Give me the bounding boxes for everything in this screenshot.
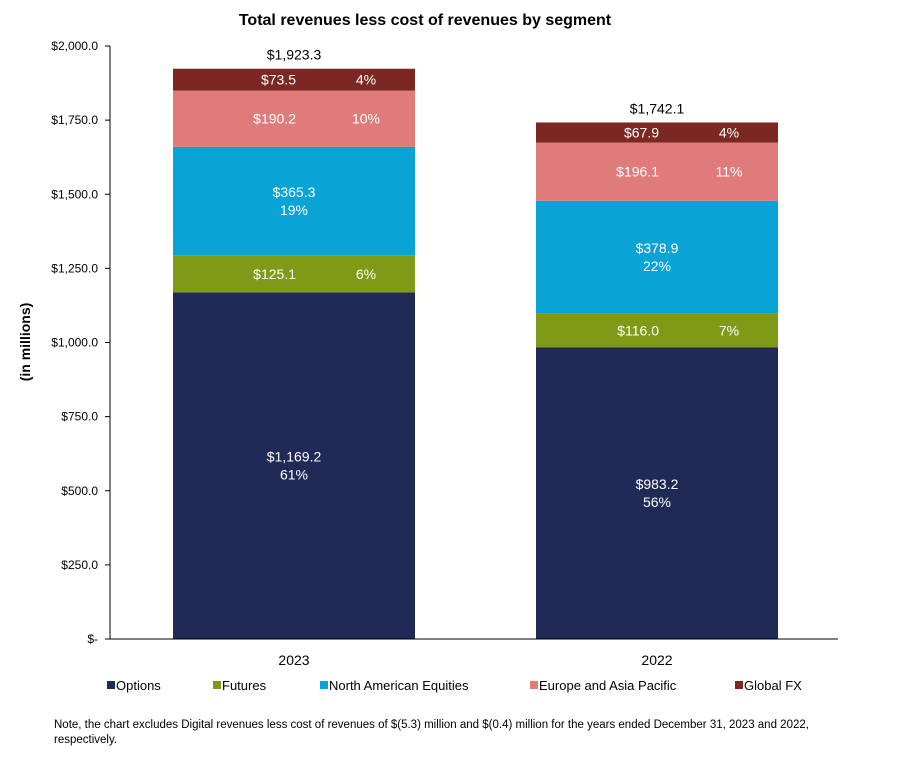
bars: $1,169.2 61% $125.1 6% $365.3 19% $190.2 10% $73… bbox=[173, 47, 778, 639]
chart-title: Total revenues less cost of revenues by … bbox=[239, 12, 612, 29]
bar-segment-options-2023 bbox=[173, 292, 415, 639]
y-tick-label: $1,250.0 bbox=[51, 261, 98, 275]
data-label-percent: 22% bbox=[643, 258, 671, 274]
data-label-percent: 61% bbox=[280, 467, 308, 483]
legend-label-north-american-equities: North American Equities bbox=[329, 678, 469, 693]
axes bbox=[109, 46, 838, 640]
y-tick-label: $1,000.0 bbox=[51, 336, 98, 350]
y-tick-label: $250.0 bbox=[61, 558, 98, 572]
data-label-value: $190.2 bbox=[253, 111, 296, 127]
data-label-value: $1,169.2 bbox=[267, 449, 322, 465]
data-label-percent: 19% bbox=[280, 202, 308, 218]
data-label-percent: 7% bbox=[719, 322, 739, 338]
data-label-value: $365.3 bbox=[273, 184, 316, 200]
legend-label-futures: Futures bbox=[222, 678, 267, 693]
data-label-value: $983.2 bbox=[636, 476, 679, 492]
y-axis: $- $250.0 $500.0 $750.0 $1,000.0 $1,250.0 $1,5… bbox=[51, 39, 110, 646]
legend-label-options: Options bbox=[116, 678, 161, 693]
data-label-value: $125.1 bbox=[253, 266, 296, 282]
bar-segment-north-american-equities-2022 bbox=[536, 200, 778, 314]
y-tick-label: $750.0 bbox=[61, 410, 98, 424]
data-label-percent: 11% bbox=[716, 164, 743, 180]
total-label: $1,923.3 bbox=[267, 47, 322, 63]
legend: Options Futures North American Equities Eur… bbox=[107, 678, 802, 693]
bar-segment-global-fx-2022 bbox=[536, 122, 778, 143]
data-label-percent: 4% bbox=[719, 125, 739, 141]
data-label-percent: 56% bbox=[643, 494, 671, 510]
footnote: Note, the chart excludes Digital revenue… bbox=[54, 719, 809, 746]
y-tick-label: $1,500.0 bbox=[51, 187, 98, 201]
data-label-value: $196.1 bbox=[616, 164, 659, 180]
data-label-percent: 6% bbox=[356, 266, 376, 282]
data-label-percent: 10% bbox=[352, 111, 380, 127]
legend-label-global-fx: Global FX bbox=[744, 678, 802, 693]
stacked-bar-chart: Total revenues less cost of revenues by … bbox=[17, 12, 838, 693]
data-label-value: $67.9 bbox=[624, 125, 659, 141]
x-tick-label: 2023 bbox=[278, 652, 309, 668]
y-tick-label: $2,000.0 bbox=[51, 39, 98, 53]
data-label-percent: 4% bbox=[356, 72, 376, 88]
bar-segment-europe-and-asia-pacific-2022 bbox=[536, 142, 778, 201]
data-label-value: $378.9 bbox=[636, 240, 679, 256]
bar-segment-futures-2022 bbox=[536, 313, 778, 348]
legend-swatch-futures bbox=[213, 681, 221, 689]
legend-swatch-global-fx bbox=[735, 681, 743, 689]
data-label-value: $116.0 bbox=[617, 322, 659, 338]
legend-swatch-options bbox=[107, 681, 115, 689]
total-label: $1,742.1 bbox=[630, 100, 685, 116]
bar-segment-europe-and-asia-pacific-2023 bbox=[173, 90, 415, 147]
y-tick-label: $1,750.0 bbox=[51, 113, 98, 127]
data-label-value: $73.5 bbox=[261, 72, 296, 88]
x-axis: 2023 2022 bbox=[278, 652, 672, 668]
bar-segment-global-fx-2023 bbox=[173, 68, 415, 91]
y-tick-label: $500.0 bbox=[61, 484, 98, 498]
bar-segment-north-american-equities-2023 bbox=[173, 146, 415, 256]
x-tick-label: 2022 bbox=[641, 652, 672, 668]
legend-label-europe-and-asia-pacific: Europe and Asia Pacific bbox=[539, 678, 677, 693]
bar-segment-futures-2023 bbox=[173, 255, 415, 293]
legend-swatch-europe-and-asia-pacific bbox=[530, 681, 538, 689]
y-tick-label: $- bbox=[87, 632, 98, 646]
bar-segment-options-2022 bbox=[536, 347, 778, 639]
y-axis-label: (in millions) bbox=[17, 303, 33, 382]
legend-swatch-north-american-equities bbox=[320, 681, 328, 689]
